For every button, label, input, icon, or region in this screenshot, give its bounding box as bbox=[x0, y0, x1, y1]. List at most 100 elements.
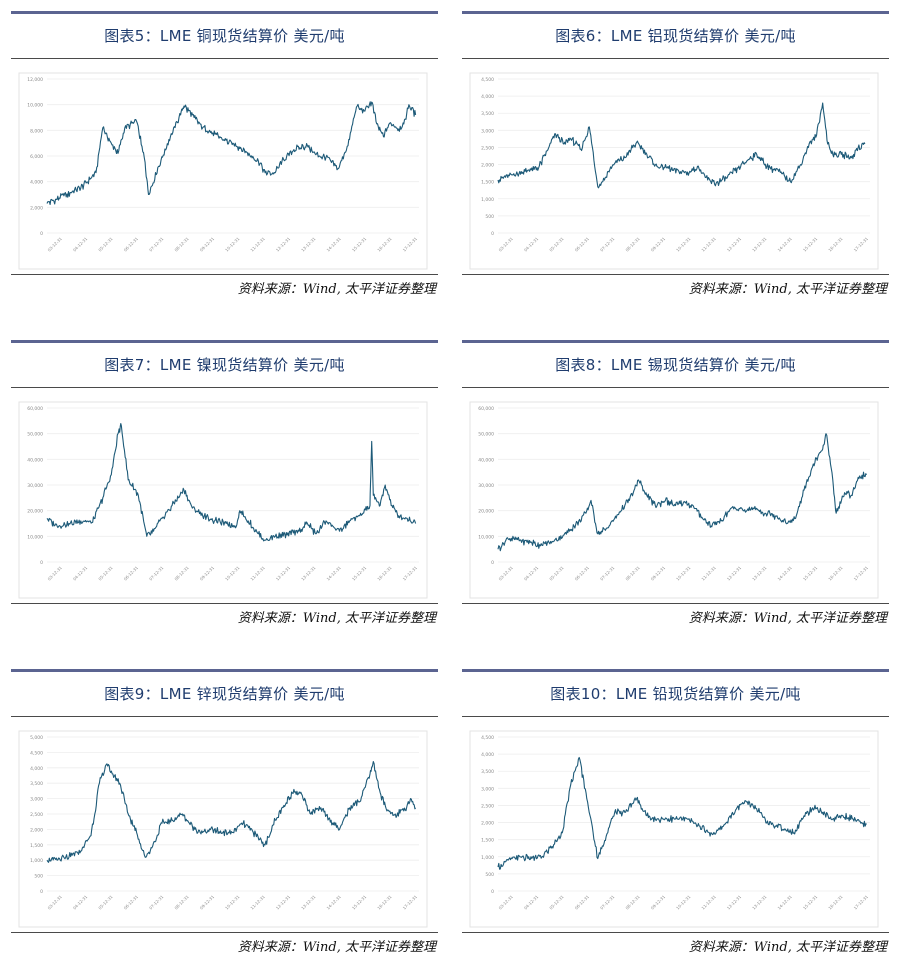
y-tick-label: 0 bbox=[491, 560, 494, 566]
y-tick-label: 0 bbox=[491, 231, 494, 237]
y-tick-label: 0 bbox=[40, 889, 43, 895]
title-divider bbox=[11, 387, 438, 388]
chart-svg: 4,500 4,000 3,500 3,000 2,500 2,000 1,500 1,000… bbox=[469, 730, 879, 928]
plot-frame bbox=[469, 730, 879, 928]
panel-top-bar bbox=[462, 669, 889, 672]
y-tick-label: 2,500 bbox=[481, 145, 494, 151]
y-tick-label: 3,000 bbox=[30, 797, 43, 803]
plot-frame bbox=[469, 401, 879, 599]
y-tick-label: 20,000 bbox=[27, 509, 43, 515]
price-series-line bbox=[497, 102, 866, 189]
chart-title: 图表6：LME 铝现货结算价 美元/吨 bbox=[555, 27, 796, 45]
y-tick-label: 1,500 bbox=[30, 843, 43, 849]
title-divider bbox=[462, 58, 889, 59]
y-tick-label: 2,500 bbox=[481, 803, 494, 809]
panel-top-bar bbox=[11, 340, 438, 343]
chart-title: 图表10：LME 铅现货结算价 美元/吨 bbox=[550, 685, 801, 703]
source-divider bbox=[11, 274, 438, 275]
chart-title: 图表8：LME 锡现货结算价 美元/吨 bbox=[555, 356, 796, 374]
title-divider bbox=[11, 58, 438, 59]
source-divider bbox=[462, 274, 889, 275]
y-tick-label: 10,000 bbox=[478, 534, 494, 540]
y-tick-label: 4,000 bbox=[30, 766, 43, 772]
y-tick-label: 4,500 bbox=[481, 77, 494, 83]
y-tick-label: 40,000 bbox=[478, 457, 494, 463]
y-tick-label: 4,000 bbox=[481, 94, 494, 100]
y-tick-label: 50,000 bbox=[27, 432, 43, 438]
y-tick-label: 4,000 bbox=[481, 752, 494, 758]
y-tick-label: 2,000 bbox=[30, 827, 43, 833]
y-tick-label: 12,000 bbox=[27, 77, 43, 83]
y-tick-label: 3,500 bbox=[30, 781, 43, 787]
panel-top-bar bbox=[11, 11, 438, 14]
y-tick-label: 40,000 bbox=[27, 457, 43, 463]
chart-area: 4,500 4,000 3,500 3,000 2,500 2,000 1,500 1,000… bbox=[462, 59, 889, 274]
chart-title: 图表5：LME 铜现货结算价 美元/吨 bbox=[104, 27, 345, 45]
chart-panel-lead: 图表10：LME 铅现货结算价 美元/吨 4,500 4,000 3,500 3,00… bbox=[462, 669, 889, 955]
chart-title: 图表9：LME 锌现货结算价 美元/吨 bbox=[104, 685, 345, 703]
y-tick-label: 500 bbox=[485, 214, 494, 220]
y-tick-label: 500 bbox=[34, 874, 43, 880]
source-divider bbox=[11, 932, 438, 933]
y-tick-label: 5,000 bbox=[30, 735, 43, 741]
y-tick-label: 60,000 bbox=[478, 406, 494, 412]
y-tick-label: 3,000 bbox=[481, 128, 494, 134]
chart-svg: 12,00010,0008,0006,0004,0002,000003-12-3… bbox=[18, 72, 428, 270]
y-tick-label: 2,000 bbox=[481, 821, 494, 827]
chart-title: 图表7：LME 镍现货结算价 美元/吨 bbox=[104, 356, 345, 374]
panel-top-bar bbox=[11, 669, 438, 672]
y-tick-label: 4,500 bbox=[30, 750, 43, 756]
y-tick-label: 60,000 bbox=[27, 406, 43, 412]
y-tick-label: 500 bbox=[485, 872, 494, 878]
y-tick-label: 30,000 bbox=[27, 483, 43, 489]
y-tick-label: 1,000 bbox=[481, 197, 494, 203]
price-series-line bbox=[497, 756, 867, 870]
y-tick-label: 50,000 bbox=[478, 432, 494, 438]
y-tick-label: 30,000 bbox=[478, 483, 494, 489]
price-series-line bbox=[497, 433, 868, 552]
source-divider bbox=[11, 603, 438, 604]
chart-area: 60,000 50,000 40,000 30,000 20,000 10,000 0 03-… bbox=[462, 388, 889, 603]
chart-area: 5,000 4,500 4,000 3,500 3,000 2,500 2,000 1,500… bbox=[11, 717, 438, 932]
y-tick-label: 1,000 bbox=[481, 855, 494, 861]
title-divider bbox=[11, 716, 438, 717]
y-tick-label: 3,000 bbox=[481, 786, 494, 792]
plot-frame bbox=[18, 72, 428, 270]
source-note: 资料来源：Wind, 太平洋证券整理 bbox=[688, 611, 887, 626]
source-note: 资料来源：Wind, 太平洋证券整理 bbox=[688, 282, 887, 297]
chart-area: 60,000 50,000 40,000 30,000 20,000 10,000 0 03-… bbox=[11, 388, 438, 603]
y-tick-label: 10,000 bbox=[27, 103, 43, 109]
chart-panel-nickel: 图表7：LME 镍现货结算价 美元/吨 60,000 50,000 40,000 30… bbox=[11, 340, 438, 626]
y-tick-label: 4,500 bbox=[481, 735, 494, 741]
price-series-line bbox=[46, 423, 417, 542]
y-tick-label: 20,000 bbox=[478, 509, 494, 515]
panel-top-bar bbox=[462, 340, 889, 343]
y-tick-label: 6,000 bbox=[30, 154, 43, 160]
source-divider bbox=[462, 603, 889, 604]
y-tick-label: 2,000 bbox=[481, 163, 494, 169]
y-tick-label: 8,000 bbox=[30, 128, 43, 134]
y-tick-label: 1,500 bbox=[481, 838, 494, 844]
title-divider bbox=[462, 716, 889, 717]
title-divider bbox=[462, 387, 889, 388]
chart-svg: 5,000 4,500 4,000 3,500 3,000 2,500 2,000 1,500… bbox=[18, 730, 428, 928]
y-tick-label: 3,500 bbox=[481, 111, 494, 117]
plot-frame bbox=[469, 72, 879, 270]
y-tick-label: 1,000 bbox=[30, 858, 43, 864]
y-tick-label: 1,500 bbox=[481, 180, 494, 186]
source-note: 资料来源：Wind, 太平洋证券整理 bbox=[237, 940, 436, 955]
chart-svg: 60,00050,00040,00030,00020,00010,000003-… bbox=[469, 401, 879, 599]
price-series-line bbox=[46, 761, 417, 863]
price-series-line bbox=[46, 101, 417, 206]
panel-top-bar bbox=[462, 11, 889, 14]
y-tick-label: 0 bbox=[40, 560, 43, 566]
y-tick-label: 2,000 bbox=[30, 205, 43, 211]
y-tick-label: 4,000 bbox=[30, 180, 43, 186]
source-note: 资料来源：Wind, 太平洋证券整理 bbox=[237, 282, 436, 297]
plot-frame bbox=[18, 401, 428, 599]
y-tick-label: 2,500 bbox=[30, 812, 43, 818]
chart-panel-aluminum: 图表6：LME 铝现货结算价 美元/吨 4,500 4,000 3,500 3,000… bbox=[462, 11, 889, 297]
chart-panel-copper: 图表5：LME 铜现货结算价 美元/吨 12,000 10,000 8,000 6,0… bbox=[11, 11, 438, 297]
source-note: 资料来源：Wind, 太平洋证券整理 bbox=[688, 940, 887, 955]
chart-panel-zinc: 图表9：LME 锌现货结算价 美元/吨 5,000 4,500 4,000 3,500… bbox=[11, 669, 438, 955]
